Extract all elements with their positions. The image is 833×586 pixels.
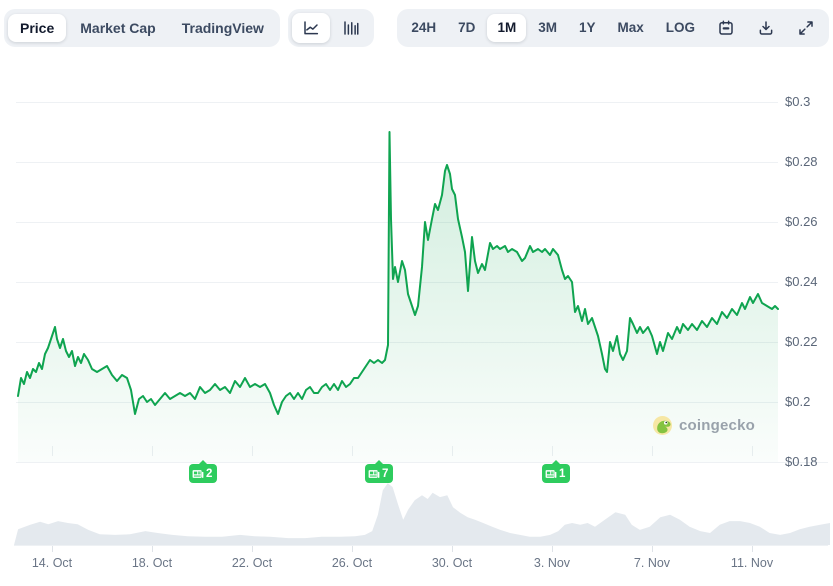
range-group: 24H 7D 1M 3M 1Y Max LOG [397,9,829,47]
metric-tab-group: Price Market Cap TradingView [4,9,280,47]
download-icon[interactable] [747,13,785,43]
line-chart-icon[interactable] [291,13,330,43]
y-axis-label: $0.26 [785,214,818,229]
y-axis-label: $0.22 [785,334,818,349]
x-axis-label: 7. Nov [633,556,671,570]
x-axis-label: 11. Nov [730,556,774,570]
tab-price[interactable]: Price [8,14,67,42]
news-icon [368,469,380,478]
range-1y[interactable]: 1Y [569,14,606,42]
x-axis-label: 30. Oct [431,556,473,570]
expand-icon[interactable] [787,13,825,43]
calendar-icon[interactable] [707,13,745,43]
news-icon [545,469,557,478]
x-axis-label: 18. Oct [131,556,173,570]
news-icon [192,469,204,478]
range-max[interactable]: Max [607,14,653,42]
y-axis-label: $0.24 [785,274,818,289]
log-scale-toggle[interactable]: LOG [656,14,705,42]
tab-tradingview[interactable]: TradingView [170,14,276,42]
range-24h[interactable]: 24H [401,14,446,42]
chart-toolbar: Price Market Cap TradingView 24H 7D 1M 3… [4,9,829,47]
y-axis-label: $0.2 [785,394,811,409]
x-axis-label: 3. Nov [533,556,571,570]
news-annotation-badge[interactable]: 1 [542,460,571,483]
x-axis-label: 14. Oct [31,556,73,570]
coingecko-logo: coingecko [653,416,755,435]
x-axis-label: 22. Oct [231,556,273,570]
range-1m[interactable]: 1M [487,14,527,42]
y-axis-label: $0.28 [785,154,818,169]
range-3m[interactable]: 3M [528,14,567,42]
y-axis-label: $0.3 [785,94,811,109]
gecko-icon [653,416,672,435]
x-axis-label: 26. Oct [331,556,373,570]
news-annotation-badge[interactable]: 2 [189,460,218,483]
news-annotation-badge[interactable]: 7 [365,460,394,483]
candlestick-chart-icon[interactable] [332,13,370,43]
y-axis-label: $0.18 [785,454,818,469]
range-7d[interactable]: 7D [448,14,485,42]
chart-type-group [287,9,374,47]
tab-market-cap[interactable]: Market Cap [68,14,167,42]
